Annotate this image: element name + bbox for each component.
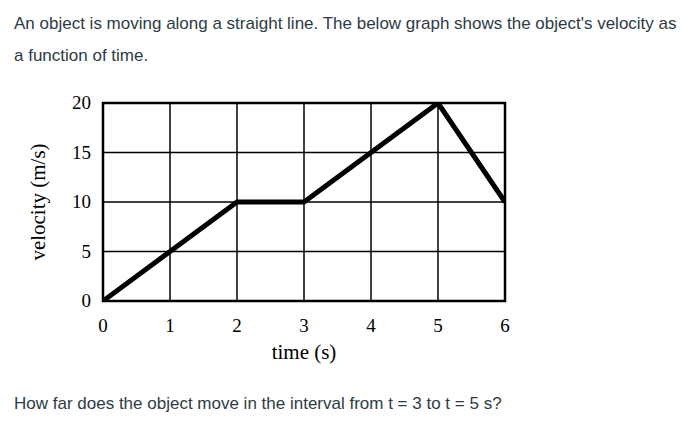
y-grid-line [103,152,505,154]
plot-area [103,103,505,301]
y-grid-line [103,251,505,253]
x-tick-label: 2 [232,315,242,336]
x-axis-label: time (s) [272,340,337,364]
x-tick-label: 3 [299,315,309,336]
x-tick-label: 5 [433,315,443,336]
y-tick-label: 10 [72,191,91,212]
y-tick-label: 0 [82,290,92,311]
y-tick-label: 15 [72,142,91,163]
y-tick-label: 5 [82,241,92,262]
chart: 0 1 2 3 4 5 6 0 5 10 15 20 time (s) velocity (m/s) [0,0,692,438]
plot-frame [103,103,505,301]
x-tick-label: 4 [366,315,376,336]
x-tick-label: 6 [500,315,510,336]
x-tick-label: 0 [98,315,108,336]
x-tick-label: 1 [165,315,175,336]
prompt: An object is moving along a straight lin… [14,8,686,72]
question: How far does the object move in the inte… [14,390,686,418]
y-tick-label: 20 [72,92,91,113]
velocity-line [103,103,505,301]
y-axis-label: velocity (m/s) [26,143,50,260]
